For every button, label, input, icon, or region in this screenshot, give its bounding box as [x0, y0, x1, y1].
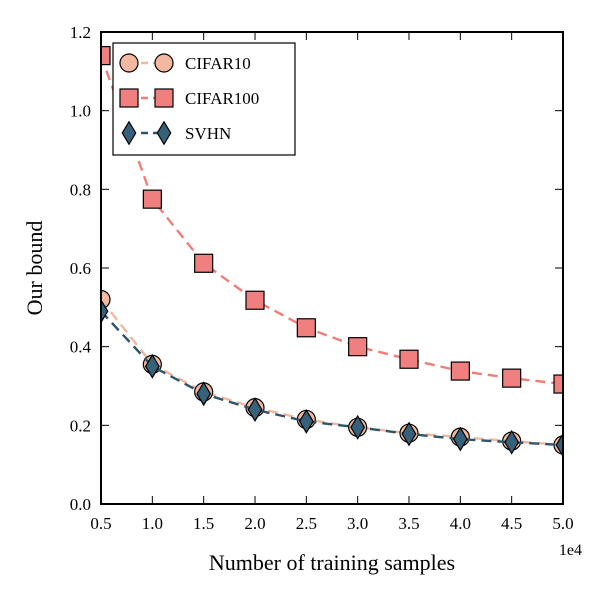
data-point-cifar100: [348, 337, 368, 357]
y-tick-label: 0.2: [70, 416, 91, 435]
x-tick-label: 4.0: [450, 514, 471, 533]
legend-label-cifar10: CIFAR10: [185, 54, 251, 73]
legend-label-cifar100: CIFAR100: [185, 89, 259, 108]
data-point-svhn: [196, 381, 212, 407]
series-layer: [101, 45, 563, 458]
x-axis-label: Number of training samples: [209, 550, 455, 575]
legend-entry-svhn: SVHN: [121, 120, 231, 146]
data-point-cifar100: [450, 361, 470, 381]
y-tick-label: 0.8: [70, 180, 91, 199]
data-point-cifar100: [502, 368, 522, 388]
data-point-cifar100: [399, 349, 419, 369]
data-point-svhn: [101, 298, 109, 324]
legend-label-svhn: SVHN: [185, 124, 231, 143]
y-tick-label: 1.2: [70, 23, 91, 42]
series-svhn: [101, 298, 563, 458]
legend-marker-start: [119, 88, 139, 108]
data-point-cifar100: [245, 290, 265, 310]
data-point-cifar100: [296, 318, 316, 338]
y-axis-label: Our bound: [22, 221, 47, 316]
legend-marker-start: [119, 53, 139, 73]
legend-entry-cifar100: CIFAR100: [119, 88, 259, 108]
y-tick-label: 1.0: [70, 102, 91, 121]
data-point-cifar100: [553, 374, 563, 394]
data-point-cifar100: [194, 253, 214, 273]
data-point-svhn: [555, 432, 563, 458]
data-point-cifar100: [101, 45, 111, 66]
legend-marker-end: [154, 88, 174, 108]
x-tick-label: 2.0: [244, 514, 265, 533]
legend: CIFAR10 CIFAR100 SVHN: [112, 42, 296, 156]
ticks-layer: 0.5 1.0 1.5 2.0 2.5 3.0 3.5 4.0 4.5 5.0 0.0 0.2 0.4 0…: [70, 23, 574, 533]
y-tick-label: 0.6: [70, 259, 91, 278]
legend-marker-end: [156, 120, 172, 146]
x-tick-label: 5.0: [552, 514, 573, 533]
x-tick-label: 1.0: [142, 514, 163, 533]
series-line-svhn: [101, 310, 563, 447]
x-tick-label: 3.0: [347, 514, 368, 533]
data-point-svhn: [144, 353, 160, 379]
data-point-svhn: [298, 408, 314, 434]
plot-frame: [100, 31, 564, 505]
data-point-cifar100: [142, 189, 162, 209]
series-cifar100: [101, 45, 563, 394]
series-line-cifar100: [101, 55, 563, 386]
legend-marker-start: [121, 120, 137, 146]
data-point-svhn: [452, 426, 468, 452]
data-point-svhn: [401, 421, 417, 447]
x-tick-label: 2.5: [296, 514, 317, 533]
data-point-svhn: [350, 414, 366, 440]
data-point-svhn: [247, 397, 263, 423]
legend-entry-cifar10: CIFAR10: [119, 53, 251, 73]
x-tick-label: 3.5: [398, 514, 419, 533]
y-tick-label: 0.0: [70, 495, 91, 514]
x-axis-offset-label: 1e4: [559, 542, 582, 559]
data-point-svhn: [504, 429, 520, 455]
x-tick-label: 4.5: [501, 514, 522, 533]
x-tick-label: 1.5: [193, 514, 214, 533]
legend-marker-end: [154, 53, 174, 73]
y-tick-label: 0.4: [70, 338, 92, 357]
x-tick-label: 0.5: [90, 514, 111, 533]
